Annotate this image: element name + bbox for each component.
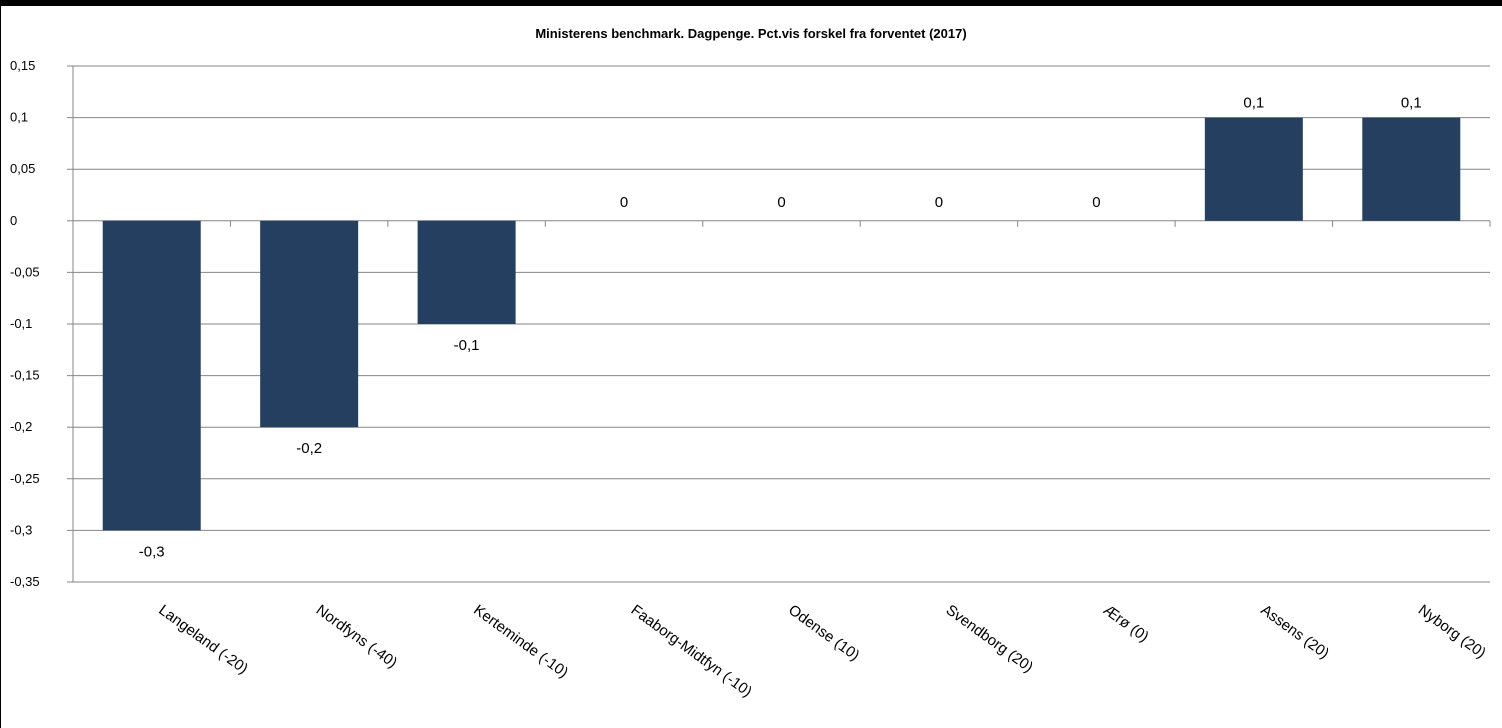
- bar: [260, 220, 359, 428]
- y-tick-label: -0,2: [10, 419, 32, 434]
- chart-title: Ministerens benchmark. Dagpenge. Pct.vis…: [535, 26, 967, 41]
- data-label: -0,2: [296, 440, 322, 457]
- data-label: -0,1: [454, 337, 480, 354]
- data-label: 0: [1092, 194, 1100, 211]
- x-category-label: Faaborg-Midtfyn (-10): [628, 601, 755, 700]
- y-tick-label: 0,15: [10, 58, 35, 73]
- y-tick-label: -0,3: [10, 522, 32, 537]
- data-label: 0,1: [1243, 95, 1264, 112]
- data-label: 0: [935, 194, 943, 211]
- x-category-label: Ærø (0): [1100, 601, 1152, 645]
- y-tick-label: -0,35: [10, 574, 40, 589]
- x-category-label: Nordfyns (-40): [313, 601, 401, 671]
- bar: [1204, 117, 1303, 221]
- data-label: -0,3: [139, 543, 165, 560]
- y-tick-label: -0,05: [10, 264, 40, 279]
- y-tick-label: 0,1: [10, 110, 28, 125]
- x-category-label: Svendborg (20): [943, 601, 1037, 676]
- x-category-label: Assens (20): [1257, 601, 1332, 662]
- data-label: 0: [777, 194, 785, 211]
- bar: [1362, 117, 1461, 221]
- y-tick-label: -0,25: [10, 471, 40, 486]
- y-tick-label: 0,05: [10, 161, 35, 176]
- x-category-label: Kerteminde (-10): [470, 601, 571, 681]
- y-tick-label: -0,1: [10, 316, 32, 331]
- data-label: 0,1: [1401, 95, 1422, 112]
- x-category-label: Odense (10): [785, 601, 862, 664]
- x-category-label: Nyborg (20): [1415, 601, 1489, 661]
- y-tick-label: -0,15: [10, 368, 40, 383]
- bar: [417, 220, 516, 324]
- data-label: 0: [620, 194, 628, 211]
- y-tick-label: 0: [10, 213, 17, 228]
- bar: [102, 220, 201, 531]
- x-category-label: Langeland (-20): [155, 601, 251, 677]
